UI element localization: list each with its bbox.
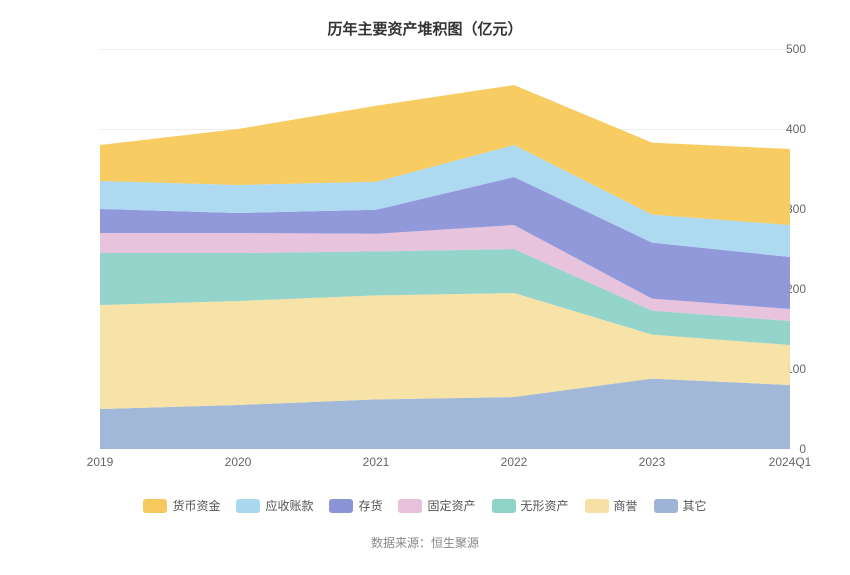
chart-plot-area: 0100200300400500 20192020202120222023202… — [100, 49, 820, 449]
legend-label: 应收账款 — [265, 497, 313, 514]
legend-swatch — [654, 499, 678, 513]
legend-item[interactable]: 应收账款 — [236, 497, 313, 514]
y-tick-label: 0 — [799, 442, 806, 456]
legend-item[interactable]: 货币资金 — [143, 497, 220, 514]
chart-container: 历年主要资产堆积图（亿元） 0100200300400500 201920202… — [0, 0, 850, 575]
legend-label: 商誉 — [614, 497, 638, 514]
legend-swatch — [398, 499, 422, 513]
legend-swatch — [143, 499, 167, 513]
legend-item[interactable]: 无形资产 — [492, 497, 569, 514]
legend-label: 固定资产 — [427, 497, 475, 514]
legend-label: 存货 — [358, 497, 382, 514]
x-tick-label: 2021 — [363, 455, 390, 469]
legend: 货币资金 应收账款 存货 固定资产 无形资产 商誉 其它 — [0, 497, 850, 516]
legend-item[interactable]: 存货 — [329, 497, 382, 514]
legend-item[interactable]: 固定资产 — [398, 497, 475, 514]
x-tick-label: 2024Q1 — [769, 455, 812, 469]
legend-item[interactable]: 其它 — [654, 497, 707, 514]
legend-item[interactable]: 商誉 — [585, 497, 638, 514]
legend-swatch — [492, 499, 516, 513]
x-tick-label: 2022 — [501, 455, 528, 469]
chart-title: 历年主要资产堆积图（亿元） — [0, 18, 850, 39]
legend-swatch — [585, 499, 609, 513]
area-svg — [100, 49, 790, 449]
legend-swatch — [236, 499, 260, 513]
x-tick-label: 2020 — [225, 455, 252, 469]
legend-label: 无形资产 — [521, 497, 569, 514]
legend-label: 货币资金 — [172, 497, 220, 514]
x-tick-label: 2023 — [639, 455, 666, 469]
x-tick-label: 2019 — [87, 455, 114, 469]
legend-swatch — [329, 499, 353, 513]
legend-label: 其它 — [683, 497, 707, 514]
data-source-label: 数据来源：恒生聚源 — [0, 534, 850, 551]
